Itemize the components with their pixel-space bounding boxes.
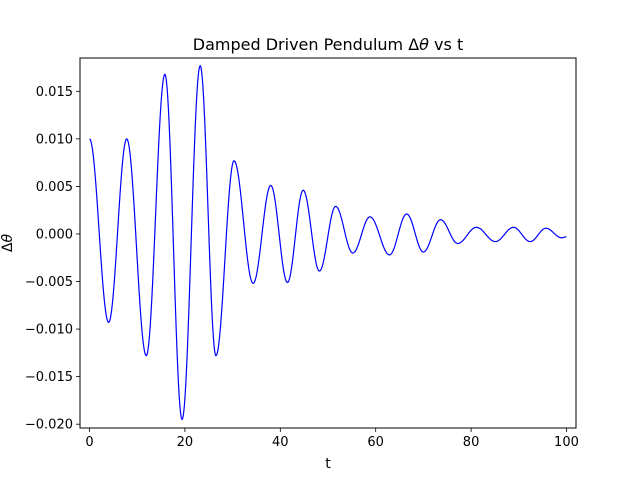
- y-tick-label: 0.010: [36, 132, 73, 147]
- x-tick-label: 60: [367, 435, 384, 450]
- y-axis-label: Δθ: [0, 234, 16, 253]
- chart-title: Damped Driven Pendulum Δθ vs t: [193, 35, 463, 54]
- x-tick-label: 0: [85, 435, 93, 450]
- plot-area: [80, 58, 576, 428]
- axes-frame: [79, 57, 577, 429]
- y-tick-label: 0.000: [36, 227, 73, 242]
- x-tick-label: 40: [272, 435, 289, 450]
- y-tick-label: −0.010: [25, 323, 73, 338]
- y-tick-label: 0.005: [36, 180, 73, 195]
- y-tick-label: −0.015: [25, 370, 73, 385]
- series-layer: [89, 65, 567, 421]
- series-line-0: [89, 65, 567, 421]
- x-tick-label: 20: [177, 435, 194, 450]
- x-tick-label: 100: [554, 435, 579, 450]
- x-tick-label: 80: [463, 435, 480, 450]
- x-axis-ticks: 0 20 40 60 80 100: [85, 428, 579, 450]
- x-axis-label: t: [325, 456, 331, 472]
- y-axis-ticks: −0.020 −0.015 −0.010 −0.005 0.000 0.005 0.010 0…: [25, 85, 80, 433]
- y-tick-label: −0.005: [25, 275, 73, 290]
- y-tick-label: 0.015: [36, 85, 73, 100]
- y-tick-label: −0.020: [25, 418, 73, 433]
